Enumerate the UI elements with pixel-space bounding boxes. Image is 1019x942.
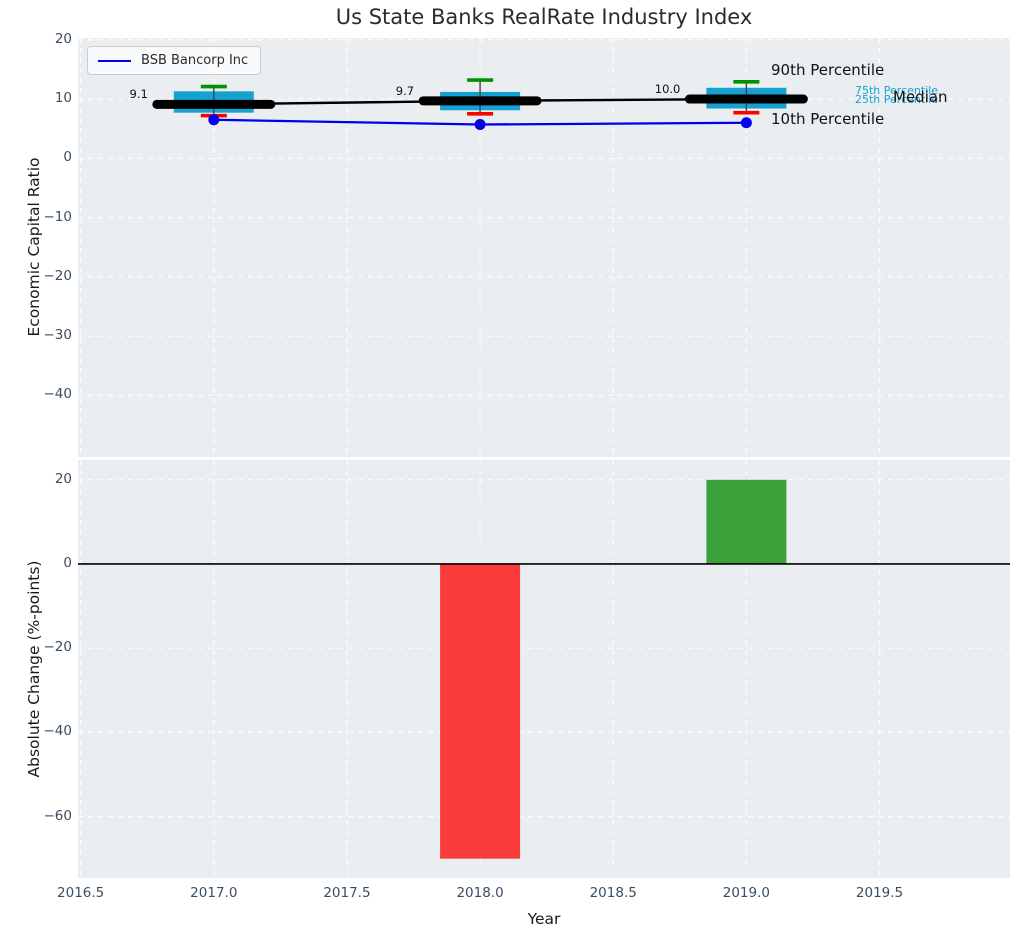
median-value-label: 10.0	[654, 82, 681, 97]
median-value-label: 9.7	[395, 83, 415, 98]
legend: BSB Bancorp Inc	[87, 46, 262, 75]
y-tick-label: −20	[43, 639, 73, 656]
chart-title: Us State Banks RealRate Industry Index	[335, 5, 753, 29]
x-tick-label: 2019.5	[855, 885, 904, 901]
x-axis-label: Year	[527, 910, 561, 928]
annotation-10th-percentile: 10th Percentile	[771, 110, 885, 128]
y-tick-label: −40	[43, 723, 73, 740]
annotation-90th-percentile: 90th Percentile	[771, 61, 885, 79]
positive-change-bar	[706, 479, 787, 564]
company-marker	[474, 119, 486, 131]
y-tick-label: −60	[43, 807, 73, 824]
bottom-y-axis-label: Absolute Change (%-points)	[25, 560, 43, 778]
x-tick-label: 2016.5	[57, 885, 105, 901]
bottom-plot-canvas	[78, 460, 1010, 878]
y-tick-label: 0	[63, 554, 72, 571]
legend-label: BSB Bancorp Inc	[141, 53, 249, 68]
y-tick-label: 20	[54, 30, 72, 47]
y-tick-label: −20	[43, 267, 73, 284]
x-tick-label: 2017.0	[190, 885, 238, 901]
x-tick-label: 2019.0	[722, 885, 770, 901]
x-tick-label: 2018.0	[456, 885, 504, 901]
annotation-75th-percentile: 75th Percentile	[855, 84, 939, 97]
x-tick-label: 2017.5	[323, 885, 371, 901]
negative-change-bar	[440, 563, 521, 859]
company-marker	[208, 114, 220, 126]
top-y-axis-label: Economic Capital Ratio	[25, 157, 43, 337]
y-tick-label: 10	[54, 90, 72, 107]
company-marker	[740, 117, 752, 129]
bottom-axes-background	[78, 460, 1010, 878]
x-tick-label: 2018.5	[589, 885, 637, 901]
y-tick-label: −30	[43, 327, 73, 344]
legend-line-sample	[98, 59, 131, 62]
y-tick-label: 0	[63, 149, 72, 166]
top-plot-canvas	[78, 38, 1010, 457]
y-tick-label: 20	[54, 470, 72, 487]
y-tick-label: −10	[43, 208, 73, 225]
median-value-label: 9.1	[129, 87, 148, 102]
y-tick-label: −40	[43, 386, 73, 403]
annotation-25th-percentile: 25th Percentile	[855, 93, 939, 106]
annotation-median: Median	[893, 88, 948, 106]
